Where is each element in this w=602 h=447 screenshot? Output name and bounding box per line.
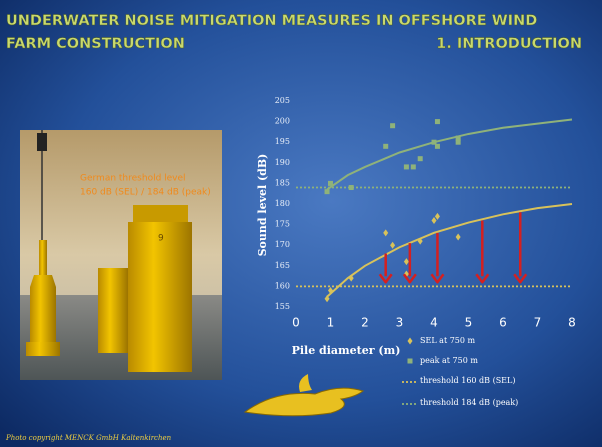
reduction-arrow — [402, 243, 417, 284]
point — [431, 139, 437, 145]
x-tick-label: 3 — [396, 316, 404, 330]
x-tick-label: 1 — [327, 316, 335, 330]
x-tick-label: 4 — [430, 316, 438, 330]
y-tick-label: 170 — [275, 240, 290, 249]
legend-marker — [407, 337, 413, 345]
legend-label: peak at 750 m — [420, 356, 478, 365]
point — [328, 287, 333, 295]
plot: 155 160 165 170 175 180 185 190 195 200 205 0 1 2 3 4 5 6… — [275, 96, 576, 407]
y-axis-label: Sound level (dB) — [256, 154, 269, 257]
point — [431, 216, 437, 224]
point — [417, 237, 423, 245]
point — [434, 212, 440, 220]
point — [324, 295, 330, 303]
point — [403, 258, 409, 266]
point — [434, 119, 440, 125]
point — [324, 189, 330, 195]
section: 1. INTRODUCTION — [436, 36, 582, 52]
legend-label: threshold 184 dB (peak) — [420, 398, 518, 407]
photo-annotation: 160 dB (SEL) / 184 dB (peak) — [80, 188, 211, 198]
point — [390, 123, 396, 129]
y-tick-label: 190 — [275, 158, 290, 167]
point — [328, 180, 333, 186]
point — [348, 185, 354, 191]
point — [403, 164, 409, 170]
y-tick-label: 175 — [275, 220, 290, 229]
y-tick-label: 205 — [275, 96, 290, 105]
point — [410, 164, 416, 170]
x-tick-label: 0 — [292, 316, 300, 330]
photo-annotation: German threshold level — [80, 174, 186, 184]
photo-caption: Photo copyright MENCK GmbH Kaltenkirchen — [5, 434, 172, 442]
x-tick-label: 5 — [465, 316, 473, 330]
point — [390, 241, 396, 249]
reduction-arrow — [513, 212, 528, 284]
y-tick-label: 195 — [275, 137, 290, 146]
y-tick-label: 160 — [275, 281, 290, 290]
title: UNDERWATER NOISE MITIGATION MEASURES IN … — [6, 13, 537, 29]
point — [348, 274, 354, 282]
y-tick-label: 165 — [275, 261, 290, 270]
point — [455, 135, 461, 141]
x-tick-label: 2 — [361, 316, 369, 330]
point — [383, 143, 389, 149]
reduction-arrow — [430, 232, 445, 284]
point — [434, 143, 440, 149]
legend-label: SEL at 750 m — [420, 336, 476, 345]
svg-text:9: 9 — [158, 234, 164, 244]
x-tick-label: 7 — [534, 316, 542, 330]
reduction-arrow — [475, 220, 490, 284]
y-tick-label: 155 — [275, 302, 290, 311]
photo: 9 — [20, 130, 222, 380]
point — [417, 156, 423, 162]
logo — [243, 374, 365, 417]
point — [455, 139, 461, 145]
legend-marker — [407, 358, 413, 364]
trend-line — [326, 203, 573, 298]
x-tick-label: 8 — [568, 316, 576, 330]
reduction-arrow — [378, 253, 393, 284]
point — [383, 229, 389, 237]
point — [455, 233, 461, 241]
title: FARM CONSTRUCTION — [6, 36, 185, 52]
y-tick-label: 185 — [275, 178, 290, 187]
legend-label: threshold 160 dB (SEL) — [420, 376, 515, 385]
y-tick-label: 200 — [275, 117, 290, 126]
x-axis-label: Pile diameter (m) — [292, 344, 401, 357]
y-tick-label: 180 — [275, 199, 290, 208]
x-tick-label: 6 — [499, 316, 507, 330]
